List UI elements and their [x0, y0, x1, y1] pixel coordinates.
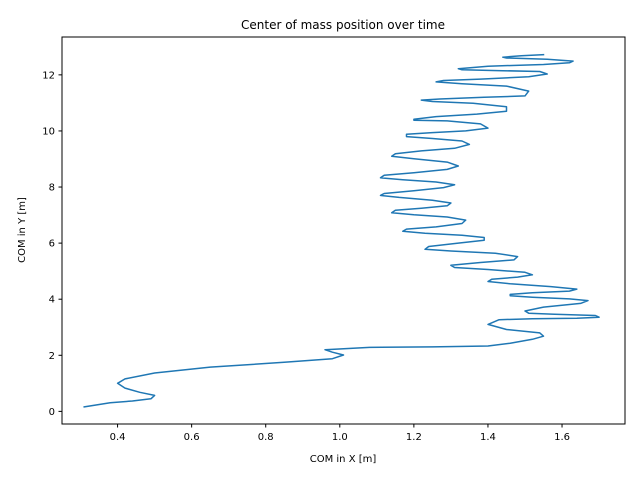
y-tick-label: 2 — [49, 351, 55, 362]
x-tick-label: 1.4 — [480, 432, 496, 443]
y-tick-label: 6 — [49, 239, 55, 250]
chart-title: Center of mass position over time — [241, 18, 445, 32]
x-tick-label: 0.6 — [184, 432, 200, 443]
y-tick-label: 10 — [42, 126, 55, 137]
x-tick-label: 1.0 — [332, 432, 348, 443]
y-axis-label: COM in Y [m] — [17, 197, 28, 263]
y-axis: 0 2 4 6 8 10 12 — [42, 70, 62, 418]
y-tick-label: 8 — [49, 183, 55, 194]
x-tick-label: 1.6 — [554, 432, 570, 443]
x-axis: 0.4 0.6 0.8 1.0 1.2 1.4 1.6 — [110, 424, 570, 443]
x-axis-label: COM in X [m] — [310, 454, 377, 465]
y-tick-label: 0 — [49, 407, 55, 418]
x-tick-label: 0.8 — [258, 432, 274, 443]
x-tick-label: 0.4 — [110, 432, 126, 443]
plot-area — [61, 36, 626, 425]
com-trajectory-line — [83, 53, 600, 408]
y-tick-label: 4 — [49, 295, 55, 306]
y-tick-label: 12 — [42, 70, 55, 81]
x-tick-label: 1.2 — [406, 432, 422, 443]
plot-frame — [61, 36, 626, 425]
